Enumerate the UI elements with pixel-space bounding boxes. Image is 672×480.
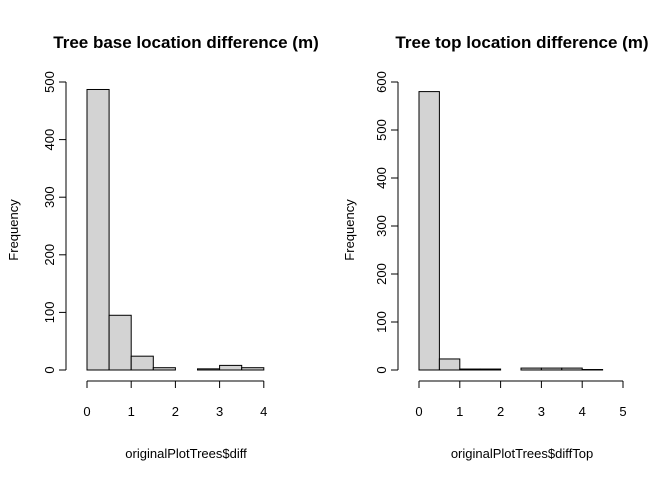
y-tick-label: 300 [42,186,57,208]
y-axis: 0 100 200 300 400 500 [42,71,67,374]
x-axis: 0 1 2 3 4 [83,380,267,419]
x-tick-label: 3 [538,404,545,419]
y-tick-label: 500 [374,119,389,141]
x-axis-label: originalPlotTrees$diffTop [451,446,593,461]
panel-tree-base: Tree base location difference (m) origin… [6,33,319,461]
histogram-bar [86,88,110,371]
y-axis: 0 100 200 300 400 500 600 [374,71,399,374]
x-tick-label: 2 [497,404,504,419]
bars [86,88,265,371]
x-tick-label: 3 [216,404,223,419]
histogram-bar [540,367,563,371]
y-tick-label: 500 [42,71,57,93]
bars [418,91,604,371]
histogram-bar [438,358,461,371]
histogram-bar [459,368,481,371]
x-axis: 0 1 2 3 4 5 [415,380,627,419]
y-axis-label: Frequency [342,199,357,261]
x-tick-label: 0 [415,404,422,419]
histogram-bar [219,364,243,371]
chart-title: Tree base location difference (m) [53,33,318,52]
y-tick-label: 300 [374,215,389,237]
x-tick-label: 4 [579,404,586,419]
y-tick-label: 100 [42,302,57,324]
histogram-bar [197,368,221,371]
x-tick-label: 0 [83,404,90,419]
panel-tree-top: Tree top location difference (m) origina… [342,33,649,461]
x-axis-label: originalPlotTrees$diff [125,446,247,461]
y-tick-label: 0 [42,366,57,373]
y-axis-label: Frequency [6,199,21,261]
y-tick-label: 400 [374,167,389,189]
y-tick-label: 400 [42,129,57,151]
x-tick-label: 1 [456,404,463,419]
histogram-bar [241,367,265,371]
histogram-bar [108,314,132,371]
histogram-bar [520,367,542,371]
x-tick-label: 5 [619,404,626,419]
histogram-bar [418,91,440,371]
histogram-bar [561,367,583,371]
y-tick-label: 0 [374,366,389,373]
x-tick-label: 1 [128,404,135,419]
histogram-bar [152,367,176,371]
y-tick-label: 600 [374,71,389,93]
x-tick-label: 2 [172,404,179,419]
chart-title: Tree top location difference (m) [395,33,648,52]
y-tick-label: 200 [374,263,389,285]
y-tick-label: 100 [374,311,389,333]
histogram-bar [130,355,154,371]
y-tick-label: 200 [42,244,57,266]
histogram-bar [479,368,502,371]
x-tick-label: 4 [260,404,267,419]
